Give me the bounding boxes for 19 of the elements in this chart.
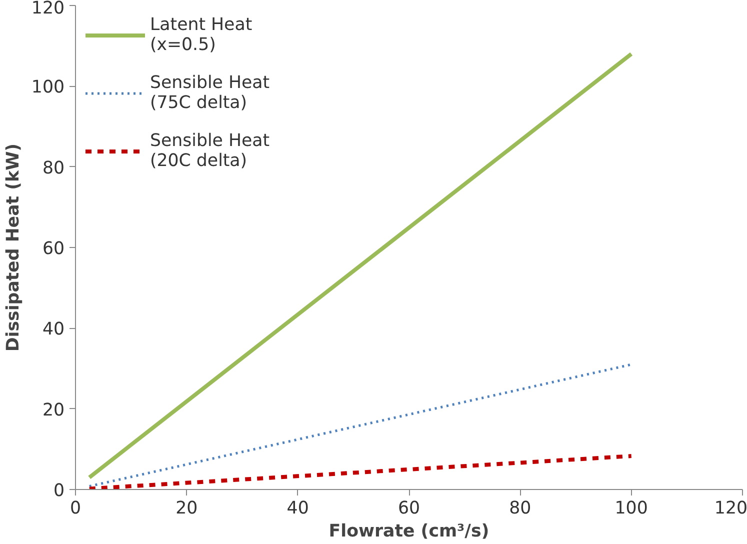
y-tick-label: 80 — [42, 158, 65, 178]
x-tick-label: 100 — [614, 498, 648, 518]
y-tick-label: 20 — [42, 400, 65, 420]
legend-label: Latent Heat (x=0.5) — [150, 15, 252, 55]
x-tick-label: 80 — [509, 498, 532, 518]
y-tick-label: 0 — [53, 481, 65, 501]
y-tick-label: 40 — [42, 320, 65, 340]
x-tick-label: 40 — [286, 498, 309, 518]
y-axis-title: Dissipated Heat (kW) — [3, 143, 24, 352]
y-tick-label: 100 — [31, 78, 65, 98]
y-tick-label: 120 — [31, 0, 65, 18]
x-tick-label: 60 — [398, 498, 420, 518]
legend-label: Sensible Heat (75C delta) — [150, 73, 270, 113]
y-tick-label: 60 — [42, 239, 65, 259]
x-tick-label: 120 — [714, 498, 747, 518]
x-tick-label: 0 — [70, 498, 82, 518]
x-axis-title: Flowrate (cm³/s) — [328, 522, 490, 542]
legend-label: Sensible Heat (20C delta) — [150, 131, 270, 171]
x-tick-label: 20 — [176, 498, 198, 518]
